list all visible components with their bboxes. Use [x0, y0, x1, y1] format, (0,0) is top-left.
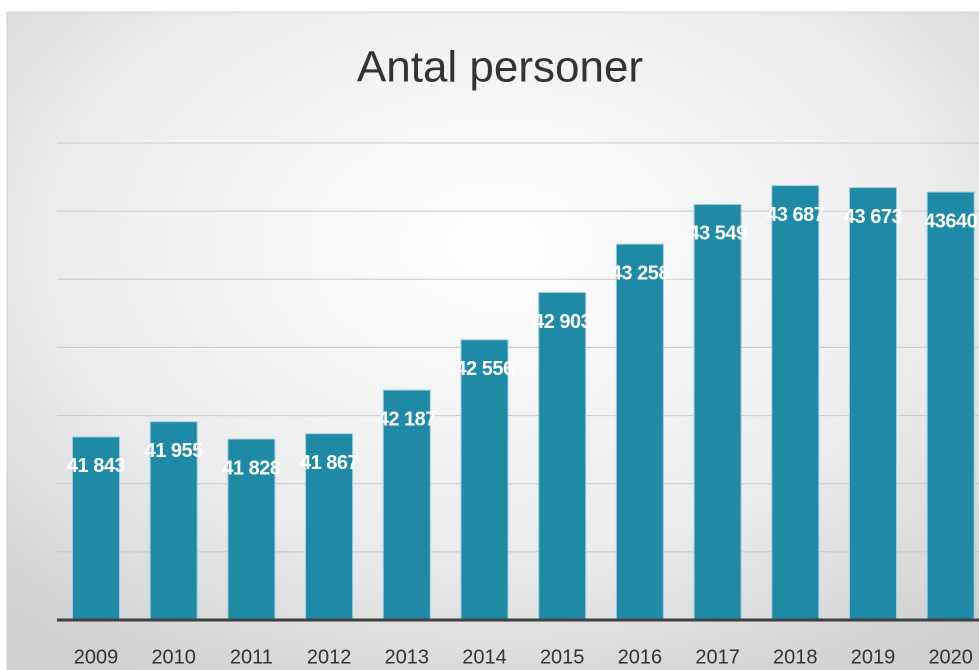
data-label: 43640	[924, 210, 977, 232]
chart-title: Antal personer	[357, 43, 643, 92]
bar	[227, 438, 276, 621]
bar	[849, 187, 897, 621]
bar	[382, 389, 431, 621]
data-label: 41 955	[145, 440, 204, 462]
bar	[926, 191, 975, 621]
bar	[615, 243, 664, 621]
bar	[305, 433, 354, 621]
bar	[149, 421, 198, 621]
data-label: 42 187	[378, 408, 437, 430]
data-label: 42 556	[455, 358, 514, 380]
x-tick-label: 2014	[462, 646, 507, 668]
x-tick-label: 2011	[230, 646, 273, 668]
data-label: 41 867	[300, 452, 359, 474]
data-label: 43 549	[689, 223, 748, 245]
x-tick-label: 2010	[151, 646, 196, 668]
bar	[538, 292, 587, 621]
x-tick-label: 2016	[618, 646, 663, 668]
x-tick-label: 2009	[74, 646, 119, 668]
x-tick-label: 2015	[540, 646, 585, 668]
x-tick-label: 2012	[307, 646, 352, 668]
bar	[771, 185, 820, 621]
x-tick-label: 2018	[773, 646, 818, 668]
data-label: 43 258	[611, 262, 670, 284]
data-label: 43 687	[766, 204, 825, 226]
data-label: 43 673	[844, 206, 903, 228]
grid	[57, 142, 979, 621]
bar	[693, 203, 742, 621]
data-label: 41 828	[222, 457, 281, 479]
x-tick-label: 2020	[928, 646, 973, 668]
x-tick-label: 2019	[851, 646, 896, 668]
data-label: 41 843	[67, 455, 126, 477]
data-label: 42 903	[533, 311, 592, 333]
x-tick-label: 2017	[695, 646, 740, 668]
x-tick-label: 2013	[385, 646, 430, 668]
bars: 2009 41 843 2010 41 955 2011 41 828 2012 41 867…	[57, 185, 979, 668]
bar	[72, 436, 120, 621]
bar	[460, 339, 509, 621]
